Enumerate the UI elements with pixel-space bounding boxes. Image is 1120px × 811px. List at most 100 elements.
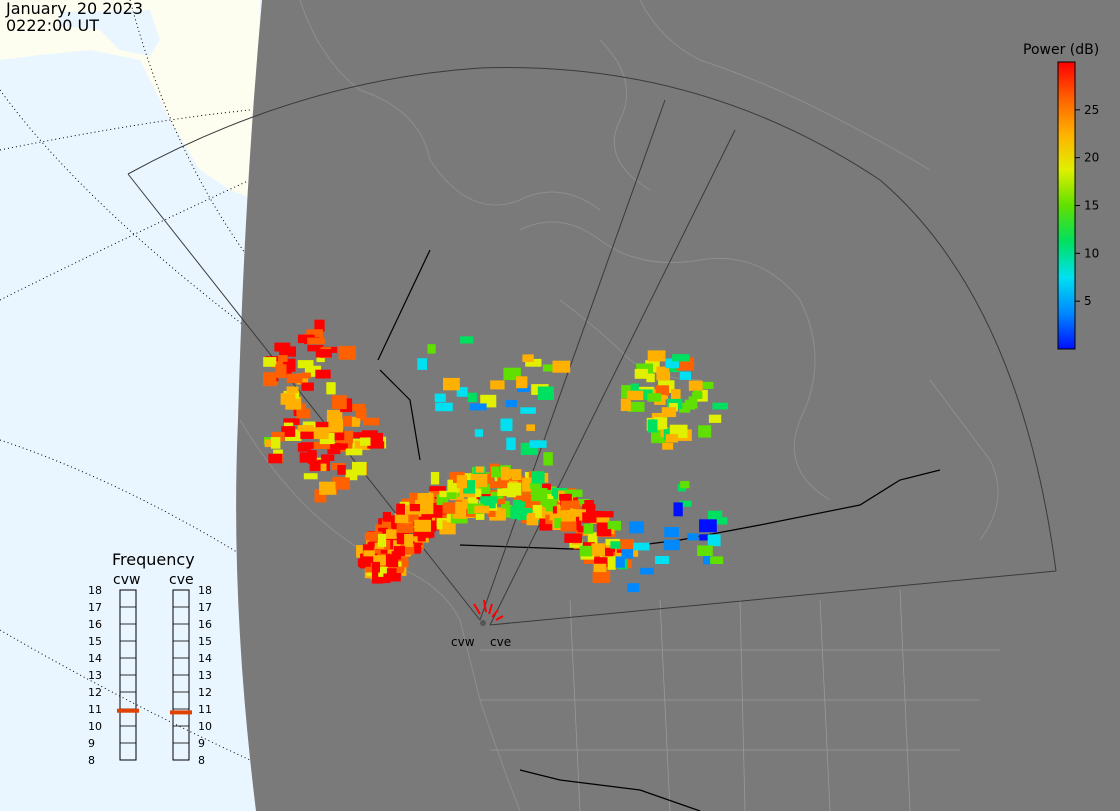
echo-cell [439,490,454,498]
echo-cell [315,349,332,358]
echo-cell [579,545,593,557]
echo-cell [369,432,383,444]
freq-marker-cvw [117,708,139,713]
echo-cell [501,501,510,509]
echo-cell [633,542,650,551]
echo-cell [531,471,545,484]
echo-cell [688,380,703,391]
echo-cell [357,558,371,567]
echo-cell [316,354,325,363]
echo-cell [531,488,548,502]
echo-cell [699,534,708,541]
echo-cell [335,477,350,490]
echo-cell [590,513,606,524]
echo-cell [526,424,535,431]
echo-cell [355,407,367,421]
echo-cell [337,465,346,475]
echo-cell [297,403,307,412]
echo-cell [436,494,449,506]
radar-echoes [263,319,728,593]
echo-cell [647,350,666,362]
echo-cell [409,492,419,503]
echo-cell [679,371,691,380]
echo-cell [602,546,614,557]
echo-cell [363,417,380,426]
echo-cell [384,515,399,525]
echo-cell [697,545,713,556]
freq-scale-label: 14 [198,652,212,665]
echo-cell [386,529,397,539]
echo-cell [661,407,677,418]
echo-cell [547,491,566,502]
echo-cell [703,552,713,565]
echo-cell [680,481,690,489]
echo-cell [564,489,583,497]
echo-cell [332,395,347,410]
echo-cell [591,543,605,556]
echo-cell [296,408,311,419]
echo-cell [446,492,457,499]
freq-scale-label: 17 [198,601,212,614]
echo-cell [307,344,324,352]
echo-cell [536,499,548,506]
echo-cell [281,426,296,437]
echo-cell [679,500,692,507]
colorbar-tick-label: 10 [1084,246,1099,260]
echo-cell [505,399,517,408]
us-mexico-border [519,769,701,811]
echo-cell [696,381,714,389]
echo-cell [443,377,460,391]
echo-cell [673,502,683,517]
echo-cell [629,521,644,534]
echo-cell [500,418,513,430]
echo-cell [328,419,344,433]
echo-cell [393,546,405,557]
echo-cell [301,442,314,449]
echo-cell [417,358,427,370]
echo-cell [620,398,631,411]
echo-cell [503,505,513,518]
echo-cell [587,532,598,544]
frequency-title: Frequency [112,550,195,569]
echo-cell [511,469,522,480]
echo-cell [699,519,717,533]
echo-cell [574,499,590,507]
freq-scale-label: 16 [198,618,212,631]
echo-cell [434,393,446,403]
echo-cell [480,496,498,504]
echo-cell [525,358,542,367]
echo-cell [467,496,479,510]
echo-cell [707,534,721,547]
echo-cell [404,534,414,547]
echo-cell [316,421,331,432]
echo-cell [429,503,446,511]
echo-cell [427,344,436,354]
echo-cell [489,481,508,489]
day-graticule [0,0,251,761]
echo-cell [522,354,534,362]
echo-cell [559,493,572,501]
echo-cell [321,454,335,461]
echo-cell [655,385,669,396]
freq-scale-label: 16 [88,618,102,631]
date-label: January, 20 2023 [6,0,143,18]
echo-cell [491,507,501,521]
alaska-land [0,0,260,200]
freq-radar-label-cvw: cvw [113,572,140,588]
power-colorbar: Power (dB) 5 10 15 20 25 [1023,42,1099,350]
echo-cell [339,442,348,450]
echo-cell [347,403,366,411]
echo-cell [627,390,644,401]
echo-cell [487,507,496,517]
colorbar-gradient [1057,61,1076,350]
freq-scale-label: 18 [198,584,212,597]
echo-cell [522,507,532,521]
echo-cell [286,386,299,393]
echo-cell [297,360,314,369]
echo-cell [662,442,674,450]
echo-cell [456,387,468,397]
echo-cell [522,477,533,492]
echo-cell [537,386,554,400]
echo-cell [319,481,337,495]
